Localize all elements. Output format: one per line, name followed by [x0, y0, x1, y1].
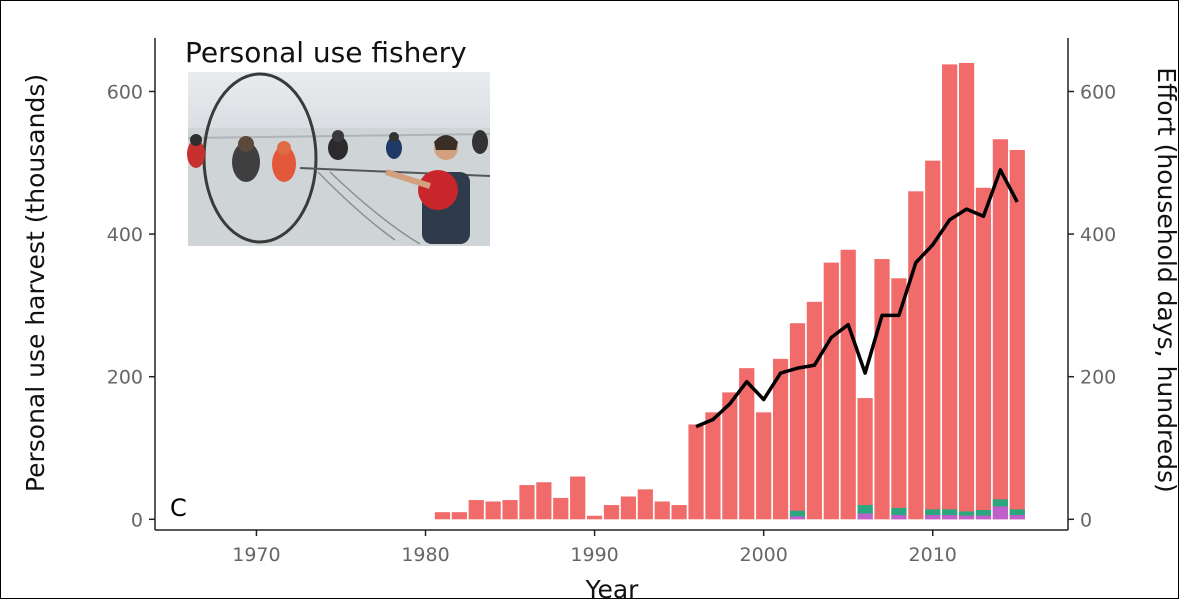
bar-secondary-a-2008 — [891, 507, 907, 516]
bar-harvest-1991 — [603, 505, 620, 520]
bar-harvest-2009 — [908, 191, 924, 520]
y-tick-left-label-600: 600 — [107, 81, 143, 103]
bar-secondary-a-2015 — [1009, 509, 1025, 516]
bar-secondary-b-2015 — [1009, 515, 1025, 520]
bar-secondary-a-2011 — [942, 509, 958, 516]
bar-harvest-1985 — [502, 500, 518, 520]
bar-harvest-2007 — [874, 259, 890, 520]
ticks-group: 1970 1980 1990 2000 2010 0 0 200 200 400 400 600 600 — [107, 81, 1117, 566]
bar-harvest-2012 — [958, 62, 975, 520]
bar-harvest-1994 — [654, 501, 670, 520]
bar-harvest-2010 — [925, 160, 941, 520]
y-tick-left-label-200: 200 — [107, 367, 143, 389]
bar-harvest-1988 — [553, 497, 569, 520]
bar-harvest-1983 — [468, 500, 484, 520]
x-tick-label-2000: 2000 — [739, 544, 787, 566]
bar-secondary-a-2006 — [857, 505, 873, 514]
bar-secondary-b-2006 — [857, 513, 873, 520]
bar-secondary-a-2013 — [975, 510, 992, 516]
bar-harvest-1981 — [434, 512, 451, 520]
bars-group — [434, 62, 1025, 520]
bar-secondary-b-2010 — [925, 515, 941, 520]
x-tick-label-1970: 1970 — [232, 544, 280, 566]
bar-secondary-a-2014 — [992, 499, 1008, 507]
bar-secondary-b-2014 — [992, 506, 1008, 520]
inset-photo — [187, 72, 491, 246]
bar-harvest-1990 — [586, 515, 603, 520]
bar-harvest-2008 — [891, 278, 907, 520]
y-tick-right-label-0: 0 — [1080, 509, 1092, 531]
bar-harvest-2004 — [823, 262, 839, 520]
bar-harvest-1997 — [705, 412, 721, 520]
bar-secondary-a-2012 — [958, 511, 975, 516]
bar-harvest-1996 — [688, 424, 704, 520]
bar-harvest-1999 — [739, 368, 755, 520]
bar-harvest-1989 — [570, 476, 586, 520]
bar-harvest-2003 — [806, 301, 822, 520]
y-tick-right-label-600: 600 — [1080, 81, 1116, 103]
bar-harvest-1993 — [637, 489, 653, 520]
bar-harvest-1995 — [671, 505, 687, 520]
y-tick-right-label-400: 400 — [1080, 224, 1116, 246]
bar-harvest-2014 — [992, 139, 1008, 520]
y-axis-left-label: Personal use harvest (thousands) — [21, 74, 50, 492]
bar-harvest-2002 — [789, 323, 806, 520]
bar-secondary-b-2012 — [958, 515, 975, 520]
x-tick-label-1990: 1990 — [570, 544, 618, 566]
bar-secondary-a-2002 — [789, 510, 806, 517]
y-tick-right-label-200: 200 — [1080, 367, 1116, 389]
effort-line — [695, 168, 1019, 429]
y-tick-left-label-400: 400 — [107, 224, 143, 246]
bar-harvest-2000 — [756, 412, 772, 520]
bar-harvest-1998 — [722, 392, 738, 520]
bar-harvest-1986 — [519, 485, 535, 520]
y-tick-left-label-0: 0 — [131, 509, 143, 531]
bar-harvest-2015 — [1009, 149, 1025, 520]
bar-secondary-b-2011 — [942, 515, 958, 520]
x-tick-label-2010: 2010 — [909, 544, 957, 566]
bar-harvest-1982 — [451, 512, 467, 520]
x-tick-label-1980: 1980 — [401, 544, 449, 566]
bar-harvest-2005 — [840, 249, 856, 520]
chart-title: Personal use fishery — [185, 36, 467, 69]
bar-harvest-1984 — [485, 501, 501, 520]
bar-harvest-2001 — [772, 358, 789, 520]
panel-label: C — [170, 494, 187, 522]
bar-secondary-b-2013 — [975, 515, 992, 520]
bar-harvest-2006 — [857, 398, 873, 520]
y-axis-right-label: Effort (household days, hundreds) — [1152, 67, 1181, 492]
bar-secondary-b-2008 — [891, 515, 907, 520]
bar-secondary-a-2010 — [925, 509, 941, 516]
bar-secondary-b-2002 — [789, 516, 806, 520]
bar-harvest-2011 — [942, 64, 958, 520]
bar-harvest-1987 — [536, 482, 552, 520]
effort-line-group — [695, 168, 1019, 429]
bar-harvest-1992 — [620, 496, 637, 520]
x-axis-label: Year — [585, 575, 640, 601]
bar-harvest-2013 — [975, 187, 992, 520]
